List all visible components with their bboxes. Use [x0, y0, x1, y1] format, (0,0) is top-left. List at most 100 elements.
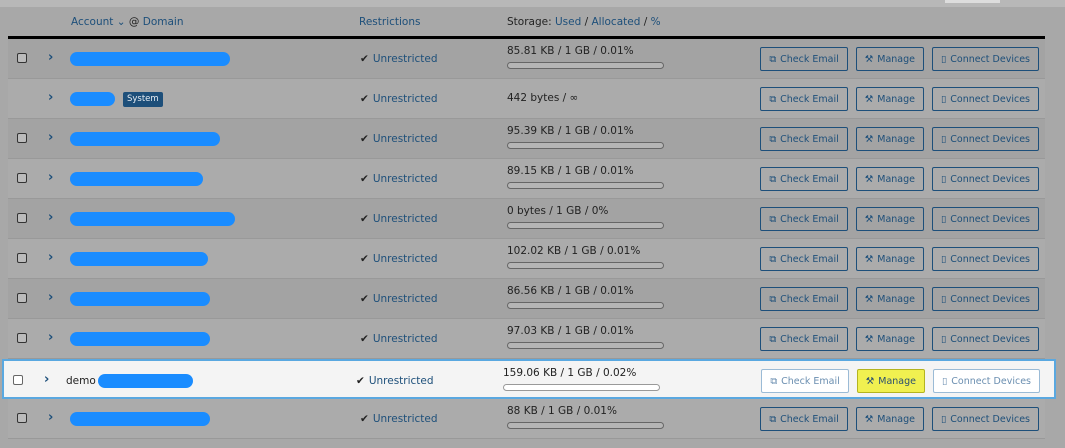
account-name[interactable]: [70, 251, 208, 267]
manage-button[interactable]: ⚒ Manage: [855, 47, 925, 71]
restriction-link[interactable]: Unrestricted: [368, 375, 434, 387]
mobile-icon: ▯: [941, 133, 947, 145]
check-email-label: Check Email: [780, 53, 839, 65]
row-checkbox[interactable]: [17, 293, 27, 303]
restriction-link[interactable]: Unrestricted: [372, 53, 438, 65]
account-name[interactable]: [70, 291, 210, 307]
check-email-button[interactable]: ⧉ Check Email: [760, 127, 848, 151]
sep: /: [643, 16, 648, 28]
row-checkbox[interactable]: [17, 53, 27, 63]
connect-devices-button[interactable]: ▯ Connect Devices: [932, 407, 1039, 431]
manage-button[interactable]: ⚒ Manage: [855, 207, 925, 231]
check-email-button[interactable]: ⧉ Check Email: [760, 407, 848, 431]
connect-devices-button[interactable]: ▯ Connect Devices: [932, 127, 1039, 151]
check-email-button[interactable]: ⧉ Check Email: [760, 47, 848, 71]
connect-devices-button[interactable]: ▯ Connect Devices: [932, 287, 1039, 311]
expand-chevron-icon[interactable]: ›: [48, 170, 54, 185]
restrictions-header[interactable]: Restrictions: [359, 16, 421, 28]
expand-chevron-icon[interactable]: ›: [48, 90, 54, 105]
check-email-button[interactable]: ⧉ Check Email: [760, 287, 848, 311]
mobile-icon: ▯: [942, 375, 948, 387]
row-checkbox[interactable]: [17, 173, 27, 183]
expand-chevron-icon[interactable]: ›: [48, 410, 54, 425]
account-name[interactable]: [70, 411, 210, 427]
account-header[interactable]: Account: [71, 16, 114, 28]
table-row: › ✔ Unrestricted 95.39 KB / 1 GB / 0.01% ⧉ Ch…: [8, 119, 1045, 159]
connect-devices-button[interactable]: ▯ Connect Devices: [932, 327, 1039, 351]
mobile-icon: ▯: [941, 413, 947, 425]
account-name[interactable]: [70, 171, 203, 187]
check-email-button[interactable]: ⧉ Check Email: [761, 369, 849, 393]
expand-chevron-icon[interactable]: ›: [48, 290, 54, 305]
row-checkbox[interactable]: [17, 133, 27, 143]
wrench-icon: ⚒: [864, 53, 874, 65]
restriction-link[interactable]: Unrestricted: [372, 213, 438, 225]
expand-chevron-icon[interactable]: ›: [48, 130, 54, 145]
manage-button[interactable]: ⚒ Manage: [856, 369, 926, 393]
row-checkbox[interactable]: [17, 413, 27, 423]
storage-text: 89.15 KB / 1 GB / 0.01%: [507, 165, 634, 177]
expand-chevron-icon[interactable]: ›: [44, 372, 50, 387]
manage-button[interactable]: ⚒ Manage: [855, 127, 925, 151]
restriction-link[interactable]: Unrestricted: [372, 173, 438, 185]
row-checkbox[interactable]: [17, 253, 27, 263]
external-link-icon: ⧉: [769, 53, 777, 65]
check-email-button[interactable]: ⧉ Check Email: [760, 327, 848, 351]
check-email-button[interactable]: ⧉ Check Email: [760, 167, 848, 191]
expand-chevron-icon[interactable]: ›: [48, 250, 54, 265]
restriction: ✔ Unrestricted: [360, 412, 438, 426]
restriction-link[interactable]: Unrestricted: [372, 293, 438, 305]
manage-button[interactable]: ⚒ Manage: [855, 287, 925, 311]
expand-chevron-icon[interactable]: ›: [48, 330, 54, 345]
storage-cell: 89.15 KB / 1 GB / 0.01%: [507, 165, 707, 189]
check-icon: ✔: [356, 375, 365, 387]
check-email-label: Check Email: [780, 333, 839, 345]
check-email-button[interactable]: ⧉ Check Email: [760, 247, 848, 271]
manage-button[interactable]: ⚒ Manage: [855, 87, 925, 111]
external-link-icon: ⧉: [769, 293, 777, 305]
storage-cell: 85.81 KB / 1 GB / 0.01%: [507, 45, 707, 69]
manage-button[interactable]: ⚒ Manage: [855, 407, 925, 431]
connect-devices-button[interactable]: ▯ Connect Devices: [932, 167, 1039, 191]
row-checkbox[interactable]: [13, 375, 23, 385]
manage-button[interactable]: ⚒ Manage: [855, 247, 925, 271]
connect-devices-button[interactable]: ▯ Connect Devices: [932, 47, 1039, 71]
restriction-link[interactable]: Unrestricted: [372, 333, 438, 345]
manage-label: Manage: [877, 413, 916, 425]
expand-chevron-icon[interactable]: ›: [48, 210, 54, 225]
check-icon: ✔: [360, 173, 369, 185]
check-email-button[interactable]: ⧉ Check Email: [760, 87, 848, 111]
mobile-icon: ▯: [941, 293, 947, 305]
account-name[interactable]: [70, 211, 235, 227]
table-row: › ✔ Unrestricted 97.03 KB / 1 GB / 0.01% ⧉ Ch…: [8, 319, 1045, 359]
sort-used[interactable]: Used: [554, 16, 582, 28]
sort-account[interactable]: Account ⌄ @ Domain: [71, 16, 184, 28]
connect-devices-button[interactable]: ▯ Connect Devices: [932, 247, 1039, 271]
restriction-link[interactable]: Unrestricted: [372, 133, 438, 145]
account-name[interactable]: [70, 331, 210, 347]
at-sign: @: [128, 16, 140, 28]
check-email-button[interactable]: ⧉ Check Email: [760, 207, 848, 231]
account-name[interactable]: System: [70, 91, 163, 107]
storage-progress-bar: [507, 142, 664, 149]
restriction: ✔ Unrestricted: [360, 292, 438, 306]
sort-percent[interactable]: %: [650, 16, 661, 28]
account-name[interactable]: [70, 51, 230, 67]
row-checkbox[interactable]: [17, 213, 27, 223]
domain-header[interactable]: Domain: [142, 16, 184, 28]
restriction-link[interactable]: Unrestricted: [372, 413, 438, 425]
connect-devices-button[interactable]: ▯ Connect Devices: [932, 87, 1039, 111]
sort-allocated[interactable]: Allocated: [591, 16, 641, 28]
row-checkbox[interactable]: [17, 333, 27, 343]
check-icon: ✔: [360, 253, 369, 265]
connect-devices-button[interactable]: ▯ Connect Devices: [933, 369, 1040, 393]
external-link-icon: ⧉: [769, 333, 777, 345]
account-name[interactable]: [70, 131, 220, 147]
expand-chevron-icon[interactable]: ›: [48, 50, 54, 65]
account-name[interactable]: demo: [66, 373, 193, 389]
manage-button[interactable]: ⚒ Manage: [855, 327, 925, 351]
connect-devices-button[interactable]: ▯ Connect Devices: [932, 207, 1039, 231]
redaction: [70, 252, 208, 266]
manage-button[interactable]: ⚒ Manage: [855, 167, 925, 191]
restriction-link[interactable]: Unrestricted: [372, 253, 438, 265]
